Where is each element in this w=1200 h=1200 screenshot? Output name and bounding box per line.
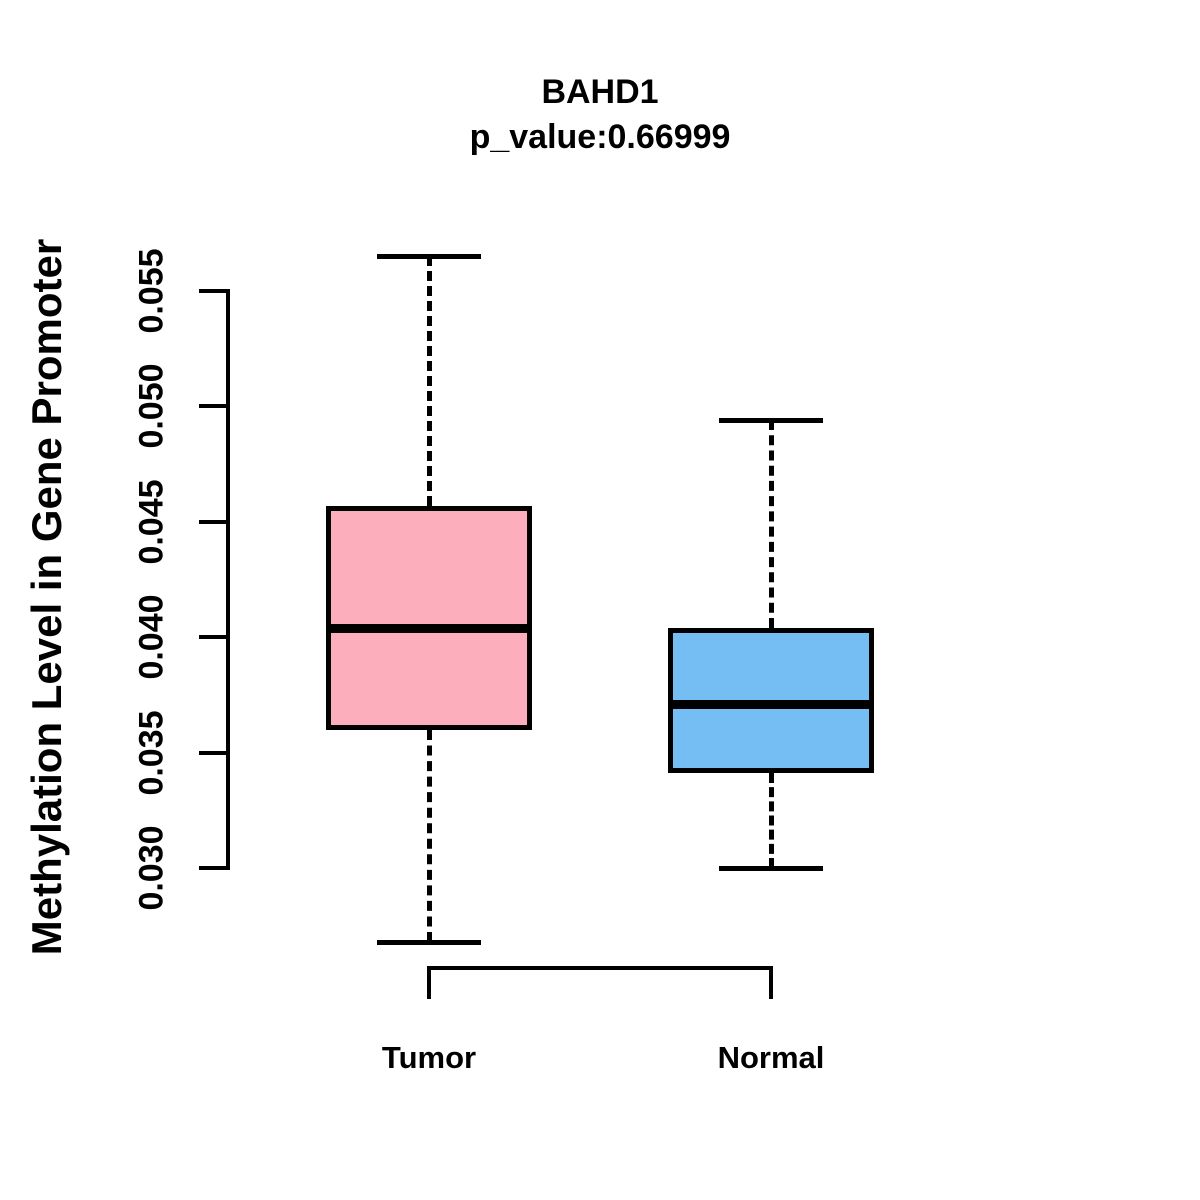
- y-axis-tick: [199, 519, 226, 524]
- y-axis-tick: [199, 289, 226, 293]
- y-axis-line: [226, 289, 230, 870]
- whisker-line-lower: [427, 729, 432, 942]
- y-tick-label: 0.030: [132, 825, 171, 911]
- chart-title: BAHD1: [541, 73, 659, 111]
- x-axis-line: [427, 966, 773, 970]
- median-line: [326, 623, 532, 633]
- y-tick-label: 0.035: [132, 710, 171, 796]
- box-tumor: [326, 505, 532, 730]
- median-line: [668, 700, 874, 710]
- y-tick-label: 0.040: [132, 594, 171, 680]
- y-axis-tick: [199, 404, 226, 409]
- whisker-line-upper: [427, 256, 432, 506]
- y-tick-label: 0.055: [132, 248, 171, 334]
- chart-title-block: BAHD1 p_value:0.66999: [230, 70, 970, 160]
- y-axis-tick: [199, 866, 226, 870]
- whisker-line-upper: [769, 420, 774, 628]
- x-axis-tick: [427, 966, 431, 999]
- x-axis-tick: [769, 966, 773, 999]
- y-axis-tick: [199, 635, 226, 640]
- y-tick-label: 0.045: [132, 479, 171, 565]
- x-category-label-tumor: Tumor: [381, 1040, 477, 1075]
- chart-subtitle: p_value:0.66999: [469, 118, 731, 156]
- y-tick-label: 0.050: [132, 363, 171, 449]
- y-axis-tick: [199, 750, 226, 755]
- whisker-cap-upper: [719, 418, 823, 424]
- whisker-cap-lower: [377, 939, 481, 945]
- whisker-cap-lower: [719, 866, 823, 871]
- x-category-label-normal: Normal: [717, 1040, 825, 1075]
- whisker-line-lower: [769, 773, 774, 868]
- whisker-cap-upper: [377, 254, 481, 260]
